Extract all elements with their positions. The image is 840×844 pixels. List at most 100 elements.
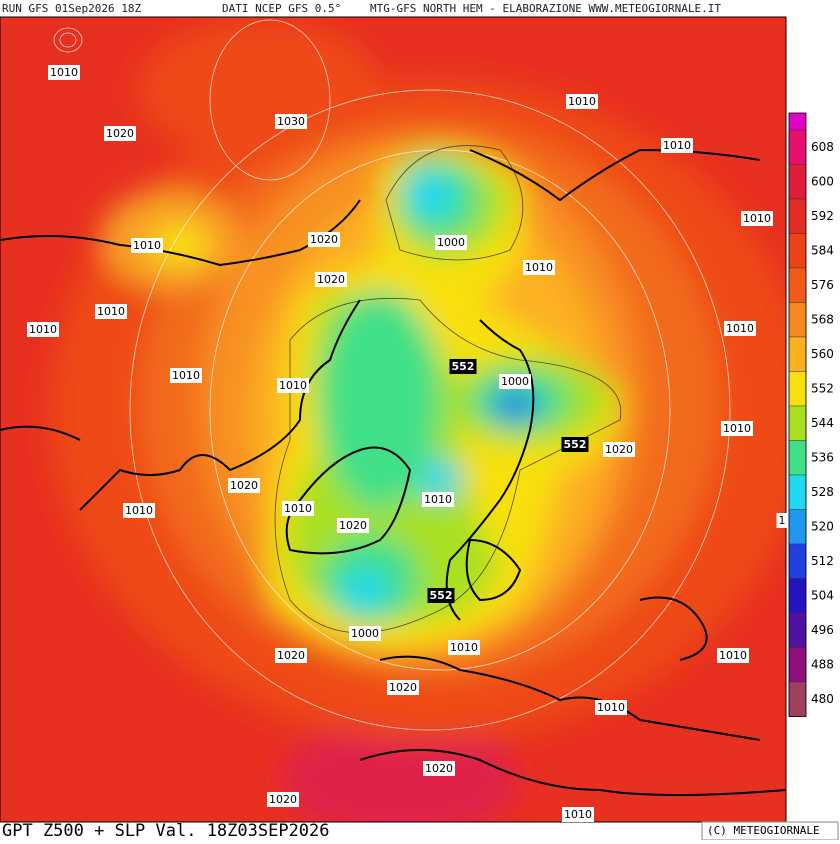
contour-label-box (275, 114, 307, 129)
contour-label: 1010 (663, 139, 691, 152)
contour-label: 1010 (279, 379, 307, 392)
contour-label-box (170, 368, 202, 383)
copyright: (C) METEOGIORNALE (707, 824, 820, 837)
contour-label-box (721, 421, 753, 436)
scale-cell (788, 647, 807, 683)
contour-label: 1010 (719, 649, 747, 662)
scale-label: 504 (811, 588, 834, 602)
contour-label-box (349, 626, 381, 641)
contour-label: 1010 (133, 239, 161, 252)
contour-label-box (27, 322, 59, 337)
scale-label: 536 (811, 450, 834, 464)
contour-label: 1000 (501, 375, 529, 388)
scale-cell (788, 129, 807, 165)
contour-label-box (387, 680, 419, 695)
scale-cell (788, 440, 807, 476)
contour-label-box (275, 648, 307, 663)
scale-cell (788, 198, 807, 234)
contour-label-box (435, 235, 467, 250)
contour-label-box (523, 260, 555, 275)
contour-label: 1030 (277, 115, 305, 128)
scale-cell (788, 336, 807, 372)
scale-cell (788, 509, 807, 545)
contour-label-box (427, 588, 455, 603)
scale-label: 488 (811, 657, 834, 671)
scale-cell (788, 371, 807, 407)
contour-label-box (282, 501, 314, 516)
contour-label-box (561, 437, 589, 452)
contour-labels: 1010 1020 1030 1010 1010 1010 1010 1020 1000 1010… (27, 65, 788, 822)
contour-label: 1020 (605, 443, 633, 456)
source-label: DATI NCEP GFS 0.5° (222, 2, 341, 15)
contour-label: 1010 (424, 493, 452, 506)
contour-label-box (603, 442, 635, 457)
scale-label: 560 (811, 347, 834, 361)
contour-label-box (566, 94, 598, 109)
contour-label-box (717, 648, 749, 663)
map-frame (0, 16, 787, 823)
contour-label: 1020 (425, 762, 453, 775)
scale-label: 552 (811, 381, 834, 395)
contour-label-box (724, 321, 756, 336)
scale-top (789, 113, 806, 130)
contour-label-box (48, 65, 80, 80)
footer-title: GPT Z500 + SLP Val. 18Z03SEP2026 (2, 821, 330, 840)
contour-label: 1020 (106, 127, 134, 140)
contour-label: 552 (430, 589, 453, 602)
contour-label-box (449, 359, 477, 374)
contour-label: 1010 (450, 641, 478, 654)
contour-label-box (661, 138, 693, 153)
contour-label: 1010 (50, 66, 78, 79)
coastlines (0, 149, 786, 796)
contour-label: 1010 (29, 323, 57, 336)
contour-label-box (337, 518, 369, 533)
scale-cell (788, 233, 807, 269)
scale-label: 608 (811, 140, 834, 154)
contour-label-box (277, 378, 309, 393)
scale-label: 496 (811, 623, 834, 637)
isobars (53, 19, 731, 731)
contour-label: 1010 (97, 305, 125, 318)
contour-label: 1020 (339, 519, 367, 532)
scale-cell (788, 164, 807, 200)
contour-label: 1010 (564, 808, 592, 821)
contour-label-box (95, 304, 127, 319)
contour-label-box (776, 513, 788, 528)
contour-label: 1010 (284, 502, 312, 515)
contour-label-box (423, 761, 455, 776)
scale-frame (788, 112, 807, 717)
contour-label: 1000 (351, 627, 379, 640)
scale-label: 568 (811, 312, 834, 326)
contour-label: 552 (564, 438, 587, 451)
contour-label: 1010 (525, 261, 553, 274)
contour-label: 1010 (597, 701, 625, 714)
scale-cell (788, 302, 807, 338)
scale-label: 592 (811, 209, 834, 223)
scale-cell (788, 405, 807, 441)
scale-cell (788, 612, 807, 648)
contour-label: 1000 (437, 236, 465, 249)
scale-label: 520 (811, 519, 834, 533)
run-label: RUN GFS 01Sep2026 18Z (2, 2, 141, 15)
contour-label-box (499, 374, 531, 389)
scale-cell (788, 543, 807, 579)
contour-label: 1020 (310, 233, 338, 246)
scale-cell (788, 578, 807, 614)
contour-label: 1020 (269, 793, 297, 806)
contour-label-box (228, 478, 260, 493)
contour-label-box (595, 700, 627, 715)
scale-label: 576 (811, 278, 834, 292)
scale-label: 528 (811, 485, 834, 499)
contour-label-box (315, 272, 347, 287)
contour-label-box (131, 238, 163, 253)
contour-label-box (741, 211, 773, 226)
contour-label: 1010 (172, 369, 200, 382)
contour-label: 1020 (389, 681, 417, 694)
contour-label: 1010 (723, 422, 751, 435)
scale-label: 584 (811, 243, 834, 257)
contour-label-box (422, 492, 454, 507)
site-label: MTG-GFS NORTH HEM - ELABORAZIONE WWW.MET… (370, 2, 721, 15)
scale-cell (788, 474, 807, 510)
scale-label: 480 (811, 692, 834, 706)
contour-label-box (123, 503, 155, 518)
